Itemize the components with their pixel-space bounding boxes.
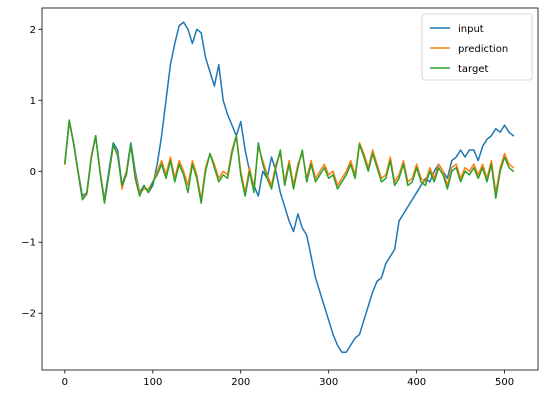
y-tick-label: 0	[30, 167, 36, 178]
y-tick-label: 1	[30, 96, 36, 107]
y-tick-label: 2	[30, 25, 36, 36]
x-tick-label: 100	[143, 377, 162, 388]
x-tick-label: 0	[62, 377, 68, 388]
x-tick-label: 300	[319, 377, 338, 388]
legend: input prediction target	[421, 13, 533, 81]
series-layer	[64, 21, 515, 353]
axes-layer: 0 100 200 300 400 500 −2 −1 0 1 2	[21, 7, 539, 388]
legend-label-prediction: prediction	[458, 44, 508, 55]
series-line-target	[64, 119, 515, 204]
y-tick-label: −1	[21, 238, 36, 249]
legend-box	[421, 13, 533, 81]
axes-frame	[41, 7, 539, 371]
legend-label-target: target	[458, 64, 488, 75]
x-tick-label: 200	[231, 377, 250, 388]
x-tick-label: 400	[407, 377, 426, 388]
legend-label-input: input	[458, 24, 484, 35]
series-line-prediction	[64, 119, 515, 202]
x-tick-label: 500	[495, 377, 514, 388]
y-tick-label: −2	[21, 309, 36, 320]
